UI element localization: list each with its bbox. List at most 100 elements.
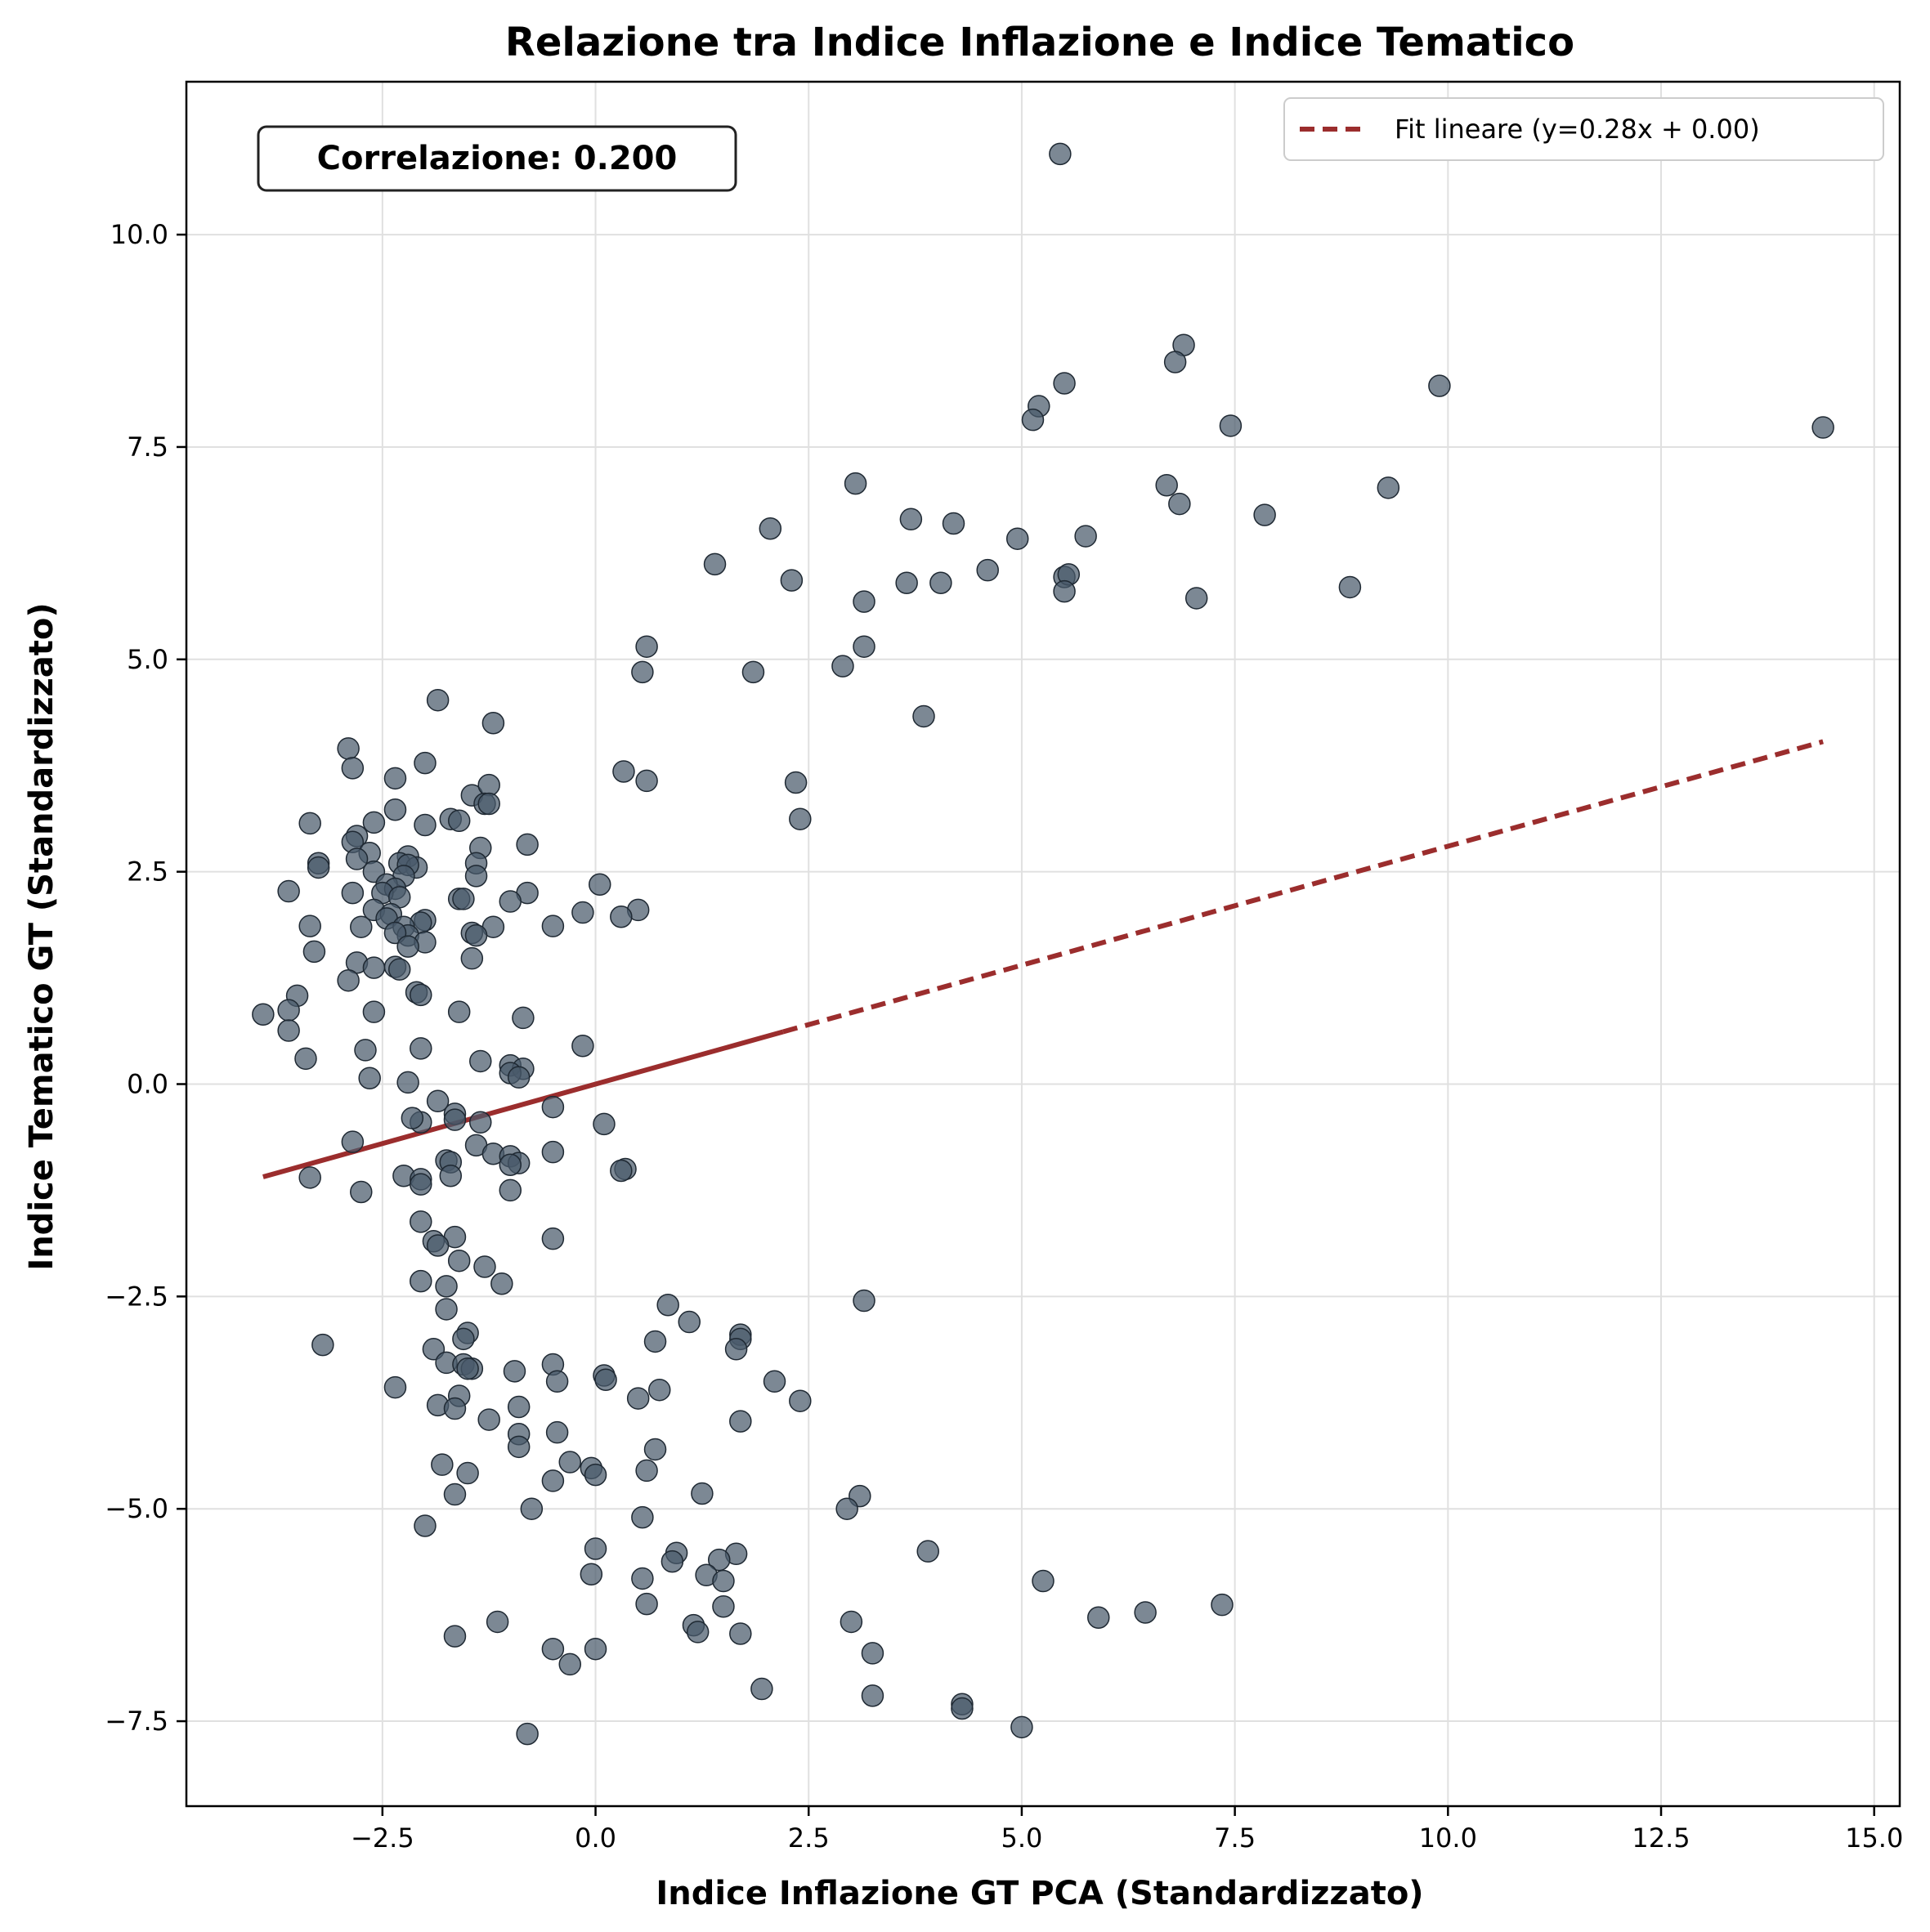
data-point bbox=[643, 1330, 667, 1353]
data-point bbox=[1032, 1569, 1055, 1593]
chart-title: Relazione tra Indice Inflazione e Indice… bbox=[505, 20, 1574, 65]
data-point bbox=[541, 1469, 565, 1492]
data-point bbox=[341, 757, 365, 780]
data-point bbox=[337, 968, 360, 992]
data-point bbox=[678, 1310, 701, 1334]
data-point bbox=[763, 1370, 786, 1393]
x-tick-label: 0.0 bbox=[575, 1822, 616, 1854]
data-point bbox=[951, 1697, 974, 1720]
data-point bbox=[302, 940, 326, 964]
x-tick-label: 2.5 bbox=[788, 1822, 830, 1854]
data-point bbox=[341, 1130, 365, 1153]
data-point bbox=[656, 1293, 679, 1317]
data-point bbox=[1005, 527, 1029, 550]
data-point bbox=[631, 1505, 654, 1529]
data-point bbox=[414, 813, 437, 837]
data-point bbox=[741, 660, 765, 684]
data-point bbox=[277, 1019, 300, 1042]
data-point bbox=[789, 807, 812, 830]
data-point bbox=[635, 635, 658, 658]
correlation-box: Correlazione: 0.200 bbox=[257, 125, 737, 192]
data-point bbox=[298, 812, 321, 835]
data-point bbox=[456, 1461, 479, 1485]
correlation-box-frame bbox=[257, 125, 737, 192]
data-point bbox=[912, 704, 935, 728]
x-tick-label: 12.5 bbox=[1632, 1822, 1690, 1854]
data-point bbox=[707, 1548, 731, 1572]
y-tick-label: −5.0 bbox=[105, 1493, 168, 1524]
data-point bbox=[435, 1298, 458, 1321]
data-point bbox=[294, 1047, 317, 1071]
x-tick-label: 7.5 bbox=[1214, 1822, 1256, 1854]
legend-entry-fit: Fit lineare (y=0.28x + 0.00) bbox=[1395, 114, 1760, 145]
data-point bbox=[635, 1592, 658, 1616]
x-tick-label: 5.0 bbox=[1001, 1822, 1042, 1854]
data-point bbox=[477, 792, 500, 816]
data-point bbox=[499, 1178, 522, 1202]
data-point bbox=[460, 946, 484, 970]
data-point bbox=[703, 552, 727, 576]
data-point bbox=[469, 1049, 492, 1073]
x-tick-label: 15.0 bbox=[1845, 1822, 1903, 1854]
y-axis-label: Indice Tematico GT (Standardizzato) bbox=[23, 602, 60, 1270]
data-point bbox=[1253, 503, 1276, 526]
data-point bbox=[464, 924, 488, 947]
data-point bbox=[499, 890, 522, 913]
data-point bbox=[1163, 351, 1187, 373]
data-point bbox=[473, 1255, 496, 1278]
data-point bbox=[426, 1089, 450, 1113]
data-point bbox=[631, 660, 654, 684]
data-point bbox=[481, 712, 505, 735]
fit-line-dashed bbox=[782, 739, 1824, 1035]
data-point bbox=[447, 809, 471, 833]
data-point bbox=[789, 1389, 812, 1412]
data-point bbox=[520, 1497, 544, 1520]
data-point bbox=[362, 811, 386, 834]
data-point bbox=[780, 569, 804, 592]
data-point bbox=[345, 847, 369, 870]
y-tick-label: −2.5 bbox=[105, 1281, 168, 1312]
data-point bbox=[410, 1210, 432, 1233]
data-point bbox=[610, 1159, 633, 1183]
data-point bbox=[414, 1514, 437, 1537]
data-point bbox=[503, 1360, 526, 1383]
data-point bbox=[691, 1482, 714, 1505]
data-point bbox=[499, 1153, 522, 1176]
data-point bbox=[443, 1108, 467, 1131]
data-point bbox=[443, 1625, 467, 1648]
data-point bbox=[410, 1269, 432, 1293]
data-point bbox=[490, 1272, 513, 1295]
y-tick-label: 10.0 bbox=[110, 219, 168, 250]
data-point bbox=[354, 1039, 377, 1062]
data-point bbox=[571, 901, 594, 924]
data-point bbox=[477, 773, 500, 797]
data-point bbox=[853, 590, 875, 613]
legend: Fit lineare (y=0.28x + 0.00) bbox=[1283, 97, 1884, 161]
data-point bbox=[443, 1483, 467, 1506]
data-point bbox=[612, 760, 635, 783]
data-point bbox=[337, 737, 360, 760]
data-point bbox=[456, 1357, 479, 1380]
data-point bbox=[350, 915, 373, 938]
data-point bbox=[507, 1395, 531, 1419]
data-point bbox=[426, 688, 450, 712]
data-point bbox=[383, 1375, 407, 1399]
data-point bbox=[584, 1463, 607, 1487]
data-point bbox=[558, 1652, 582, 1676]
data-point bbox=[1168, 492, 1191, 516]
data-point bbox=[410, 1173, 432, 1196]
data-point bbox=[593, 1112, 616, 1136]
data-point bbox=[976, 558, 999, 582]
data-point bbox=[311, 1333, 334, 1357]
data-point bbox=[1184, 587, 1208, 610]
data-point bbox=[1074, 525, 1097, 548]
data-point bbox=[507, 1066, 531, 1089]
data-point bbox=[477, 1408, 500, 1431]
data-point bbox=[307, 856, 330, 879]
data-point bbox=[414, 751, 437, 775]
data-point bbox=[558, 1451, 582, 1474]
data-point bbox=[840, 1610, 863, 1634]
data-point bbox=[252, 1003, 275, 1026]
